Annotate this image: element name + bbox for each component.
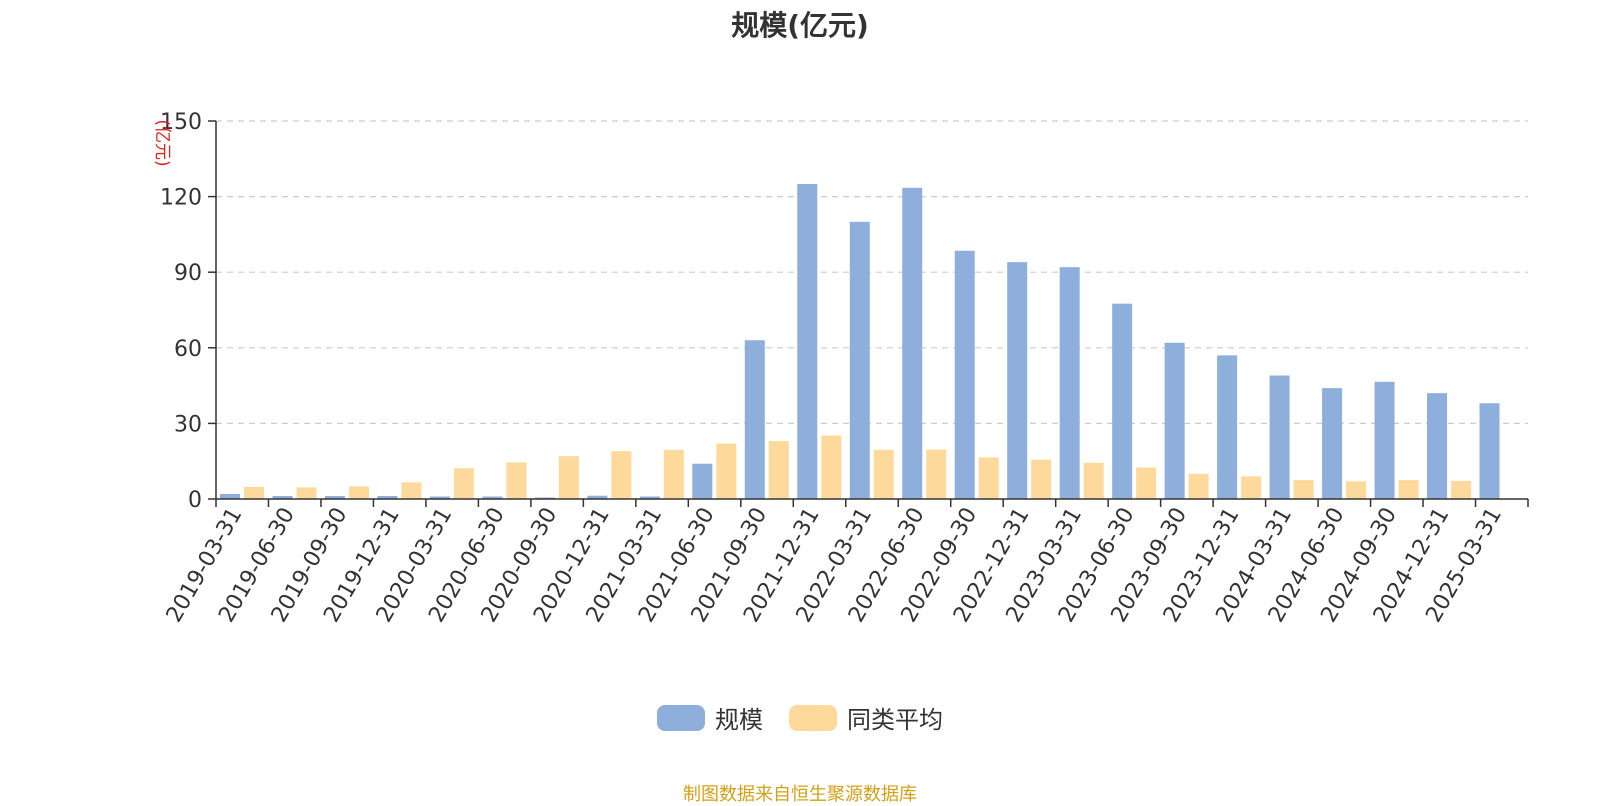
bar-peer-average-2024-09-30[interactable] (1398, 480, 1419, 499)
bar-scale-2023-06-30[interactable] (1112, 303, 1133, 499)
bar-peer-average-2020-03-31[interactable] (453, 468, 474, 499)
bar-scale-2023-12-31[interactable] (1217, 355, 1238, 499)
bar-scale-2020-09-30[interactable] (534, 497, 555, 499)
bar-scale-2019-12-31[interactable] (377, 495, 398, 499)
y-tick-label: 150 (160, 110, 202, 135)
gridlines (216, 120, 1528, 424)
legend-label-scale: 规模 (715, 706, 763, 734)
legend: 规模 同类平均 (0, 700, 1600, 735)
bar-peer-average-2021-06-30[interactable] (716, 443, 737, 499)
bar-scale-2020-06-30[interactable] (482, 496, 503, 499)
bar-scale-2021-12-31[interactable] (797, 184, 818, 499)
axes: 03060901201502019-03-312019-06-302019-09… (160, 110, 1529, 627)
bar-scale-2019-09-30[interactable] (324, 495, 345, 499)
bars (220, 184, 1500, 500)
bar-scale-2020-12-31[interactable] (587, 495, 608, 499)
bar-scale-2025-03-31[interactable] (1479, 403, 1500, 499)
bar-scale-2021-03-31[interactable] (639, 496, 660, 499)
bar-peer-average-2024-03-31[interactable] (1293, 480, 1314, 499)
bar-peer-average-2021-09-30[interactable] (768, 441, 789, 499)
bar-scale-2023-03-31[interactable] (1059, 267, 1080, 499)
source-note: 制图数据来自恒生聚源数据库 (683, 784, 917, 805)
bar-scale-2023-09-30[interactable] (1164, 342, 1185, 499)
bar-peer-average-2023-03-31[interactable] (1083, 462, 1104, 499)
bar-peer-average-2019-03-31[interactable] (244, 486, 264, 499)
bar-peer-average-2022-06-30[interactable] (926, 449, 947, 499)
bar-scale-2019-06-30[interactable] (272, 495, 293, 499)
bar-scale-2024-03-31[interactable] (1269, 375, 1290, 499)
bar-peer-average-2020-06-30[interactable] (506, 462, 527, 499)
legend-swatch-peer-average (789, 704, 837, 731)
bar-peer-average-2019-06-30[interactable] (296, 487, 317, 499)
bar-scale-2024-09-30[interactable] (1374, 381, 1395, 499)
bar-scale-2022-03-31[interactable] (849, 221, 870, 500)
y-tick-label: 0 (188, 488, 202, 513)
y-tick-label: 120 (160, 186, 202, 211)
bar-peer-average-2021-12-31[interactable] (821, 435, 842, 499)
bar-scale-2020-03-31[interactable] (429, 496, 450, 499)
bar-peer-average-2023-12-31[interactable] (1241, 476, 1262, 499)
y-tick-label: 60 (174, 337, 202, 362)
legend-label-peer-average: 同类平均 (847, 706, 943, 734)
bar-peer-average-2022-12-31[interactable] (1031, 459, 1052, 499)
bar-scale-2019-03-31[interactable] (220, 493, 240, 499)
bar-peer-average-2020-09-30[interactable] (558, 456, 579, 499)
bar-peer-average-2023-06-30[interactable] (1136, 467, 1157, 500)
bar-peer-average-2023-09-30[interactable] (1188, 473, 1209, 499)
bar-peer-average-2024-12-31[interactable] (1451, 480, 1472, 499)
y-tick-label: 30 (174, 412, 202, 437)
bar-peer-average-2020-12-31[interactable] (611, 451, 632, 499)
bar-peer-average-2019-09-30[interactable] (348, 486, 369, 499)
bar-scale-2022-09-30[interactable] (954, 250, 975, 499)
bar-scale-2024-06-30[interactable] (1322, 388, 1343, 499)
y-tick-label: 90 (174, 261, 202, 286)
legend-item-scale[interactable]: 规模 (657, 700, 763, 735)
bar-scale-2021-06-30[interactable] (692, 463, 713, 499)
bar-peer-average-2022-09-30[interactable] (978, 457, 999, 499)
bar-scale-2021-09-30[interactable] (744, 340, 765, 499)
bar-scale-2022-12-31[interactable] (1007, 262, 1028, 499)
bar-scale-2022-06-30[interactable] (902, 187, 923, 499)
bar-peer-average-2019-12-31[interactable] (401, 482, 422, 499)
bar-peer-average-2021-03-31[interactable] (663, 449, 684, 499)
chart-title: 规模(亿元) (731, 9, 869, 42)
bar-peer-average-2022-03-31[interactable] (873, 449, 894, 499)
legend-swatch-scale (657, 704, 705, 731)
y-axis-unit-label: (亿元) (152, 119, 172, 166)
legend-item-peer-average[interactable]: 同类平均 (789, 700, 943, 735)
bar-peer-average-2024-06-30[interactable] (1346, 481, 1367, 499)
bar-scale-2024-12-31[interactable] (1427, 393, 1448, 499)
